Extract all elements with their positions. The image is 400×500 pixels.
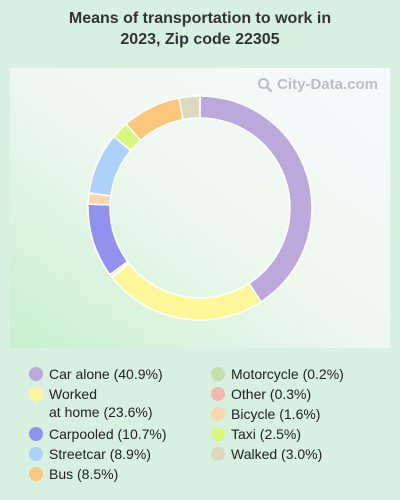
legend: Car alone (40.9%) Worked at home (23.6%) C… [0, 365, 400, 485]
legend-swatch [211, 447, 225, 461]
legend-label: Car alone (40.9%) [49, 366, 163, 382]
legend-swatch [211, 427, 225, 441]
legend-label: Carpooled (10.7%) [49, 426, 167, 442]
legend-swatch [29, 367, 43, 381]
legend-label: Worked at home (23.6%) [49, 386, 153, 420]
watermark: City-Data.com [257, 76, 378, 93]
magnifier-logo-icon [258, 77, 273, 92]
chart-title-line-1: Means of transportation to work in [68, 10, 332, 27]
legend-label: Bus (8.5%) [49, 466, 119, 482]
slice-worked-at-home [111, 262, 263, 321]
chart-title-line-2: 2023, Zip code 22305 [120, 31, 280, 48]
legend-swatch [211, 367, 225, 381]
legend-swatch [211, 387, 225, 401]
legend-label: Walked (3.0%) [231, 446, 323, 462]
slice-bus [124, 97, 185, 142]
slice-car-alone [199, 95, 313, 303]
legend-label: Bicycle (1.6%) [231, 406, 321, 422]
chart-title: Means of transportation to work in 2023,… [0, 8, 400, 50]
watermark-text: City-Data.com [277, 76, 378, 93]
donut-chart [87, 95, 313, 321]
legend-swatch [211, 407, 225, 421]
slice-walked [178, 95, 201, 121]
legend-label: Other (0.3%) [231, 386, 312, 402]
legend-label: Motorcycle (0.2%) [231, 366, 344, 382]
legend-swatch [29, 427, 43, 441]
legend-swatch [29, 467, 43, 481]
plot-area: City-Data.com [10, 68, 390, 348]
legend-swatch [29, 387, 43, 401]
slice-carpooled [87, 203, 129, 276]
legend-label: Taxi (2.5%) [231, 426, 302, 442]
legend-label: Streetcar (8.9%) [49, 446, 151, 462]
legend-swatch [29, 447, 43, 461]
